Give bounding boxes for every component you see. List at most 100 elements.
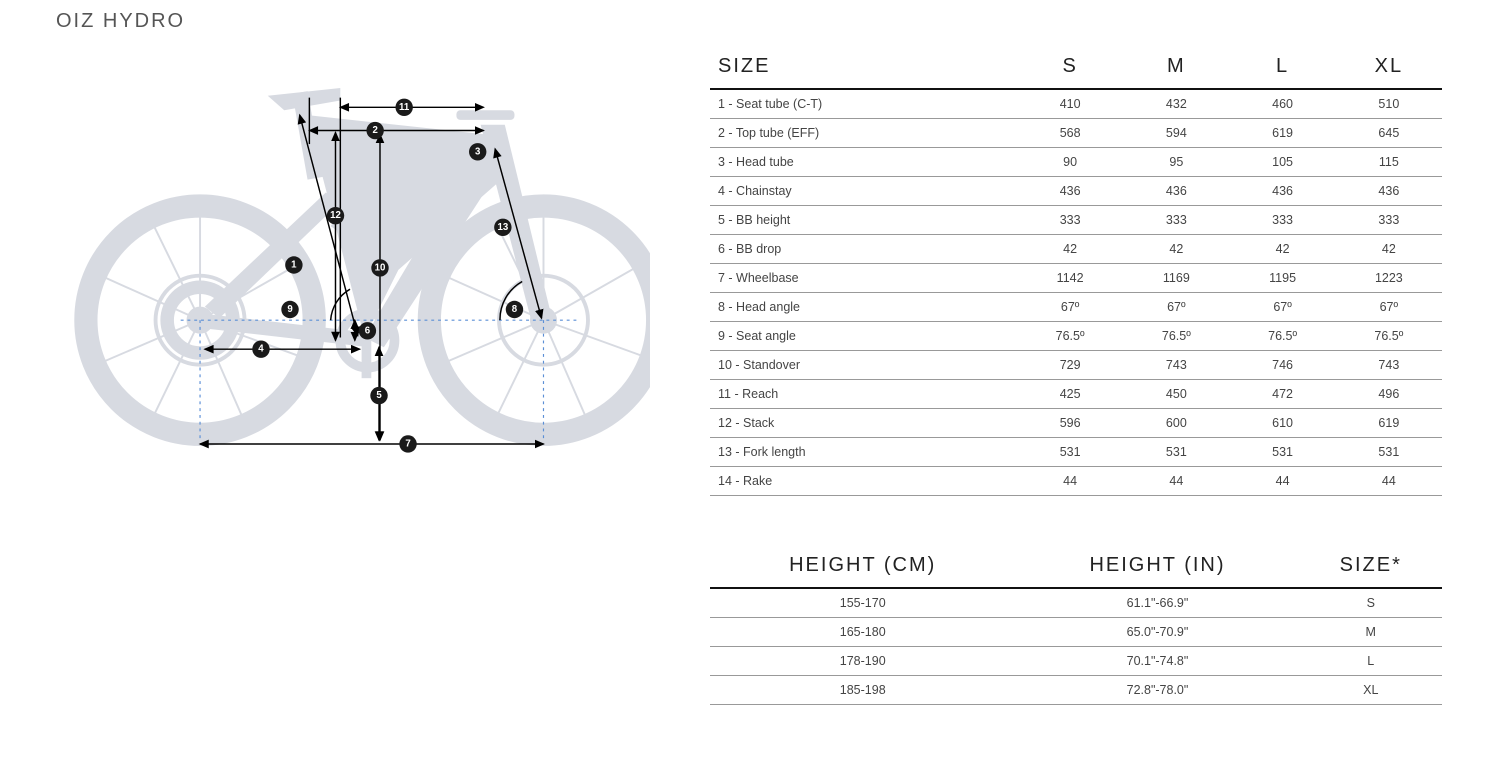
table-row: 3 - Head tube9095105115 xyxy=(710,148,1442,177)
table-row: 4 - Chainstay436436436436 xyxy=(710,177,1442,206)
geometry-cell: 425 xyxy=(1017,380,1123,409)
table-row: 185-19872.8"-78.0"XL xyxy=(710,676,1442,705)
geometry-cell: 115 xyxy=(1336,148,1442,177)
geometry-cell: 42 xyxy=(1336,235,1442,264)
geometry-row-label: 11 - Reach xyxy=(710,380,1017,409)
sizing-cell: 185-198 xyxy=(710,676,1015,705)
geometry-row-label: 12 - Stack xyxy=(710,409,1017,438)
geometry-cell: 436 xyxy=(1229,177,1335,206)
geometry-header-s: S xyxy=(1017,47,1123,89)
dimension-marker-label: 10 xyxy=(375,262,386,273)
bike-silhouette xyxy=(86,88,650,434)
geometry-row-label: 9 - Seat angle xyxy=(710,322,1017,351)
geometry-cell: 67º xyxy=(1336,293,1442,322)
dimension-marker-label: 5 xyxy=(376,390,382,401)
geometry-row-label: 6 - BB drop xyxy=(710,235,1017,264)
geometry-cell: 44 xyxy=(1017,467,1123,496)
geometry-cell: 1169 xyxy=(1123,264,1229,293)
geometry-cell: 496 xyxy=(1336,380,1442,409)
geometry-cell: 743 xyxy=(1336,351,1442,380)
table-row: 6 - BB drop42424242 xyxy=(710,235,1442,264)
dimension-marker-label: 9 xyxy=(287,304,293,315)
dimension-marker-label: 1 xyxy=(291,260,297,271)
geometry-cell: 531 xyxy=(1123,438,1229,467)
bike-svg: 12345678910111213 xyxy=(50,57,650,473)
geometry-cell: 1142 xyxy=(1017,264,1123,293)
geometry-row-label: 2 - Top tube (EFF) xyxy=(710,119,1017,148)
sizing-cell: S xyxy=(1300,588,1442,618)
sizing-cell: L xyxy=(1300,647,1442,676)
sizing-cell: XL xyxy=(1300,676,1442,705)
table-row: 2 - Top tube (EFF)568594619645 xyxy=(710,119,1442,148)
table-row: 10 - Standover729743746743 xyxy=(710,351,1442,380)
table-row: 11 - Reach425450472496 xyxy=(710,380,1442,409)
geometry-cell: 76.5º xyxy=(1123,322,1229,351)
dimension-marker-label: 2 xyxy=(372,125,377,136)
geometry-header-l: L xyxy=(1229,47,1335,89)
dimension-marker-label: 3 xyxy=(475,146,481,157)
sizing-cell: 61.1"-66.9" xyxy=(1015,588,1299,618)
geometry-header-size: SIZE xyxy=(710,47,1017,89)
sizing-table-header-row: HEIGHT (CM) HEIGHT (IN) SIZE* xyxy=(710,546,1442,588)
geometry-cell: 432 xyxy=(1123,89,1229,119)
geometry-cell: 44 xyxy=(1229,467,1335,496)
dimension-marker-label: 12 xyxy=(330,210,341,221)
geometry-cell: 42 xyxy=(1123,235,1229,264)
geometry-cell: 594 xyxy=(1123,119,1229,148)
geometry-cell: 1223 xyxy=(1336,264,1442,293)
geometry-cell: 90 xyxy=(1017,148,1123,177)
geometry-cell: 76.5º xyxy=(1229,322,1335,351)
geometry-cell: 619 xyxy=(1229,119,1335,148)
dimension-marker-label: 6 xyxy=(365,325,371,336)
geometry-table: SIZE S M L XL 1 - Seat tube (C-T)4104324… xyxy=(710,47,1442,496)
content-row: 12345678910111213 SIZE S M L XL 1 - Seat… xyxy=(50,47,1442,705)
geometry-cell: 1195 xyxy=(1229,264,1335,293)
sizing-header-in: HEIGHT (IN) xyxy=(1015,546,1299,588)
geometry-cell: 743 xyxy=(1123,351,1229,380)
geometry-cell: 450 xyxy=(1123,380,1229,409)
sizing-cell: M xyxy=(1300,618,1442,647)
geometry-cell: 531 xyxy=(1229,438,1335,467)
geometry-cell: 67º xyxy=(1123,293,1229,322)
geometry-row-label: 1 - Seat tube (C-T) xyxy=(710,89,1017,119)
table-row: 12 - Stack596600610619 xyxy=(710,409,1442,438)
geometry-cell: 610 xyxy=(1229,409,1335,438)
table-row: 7 - Wheelbase1142116911951223 xyxy=(710,264,1442,293)
geometry-cell: 568 xyxy=(1017,119,1123,148)
table-row: 14 - Rake44444444 xyxy=(710,467,1442,496)
geometry-cell: 510 xyxy=(1336,89,1442,119)
dimension-marker-label: 8 xyxy=(512,304,518,315)
table-row: 165-18065.0"-70.9"M xyxy=(710,618,1442,647)
table-row: 13 - Fork length531531531531 xyxy=(710,438,1442,467)
geometry-row-label: 3 - Head tube xyxy=(710,148,1017,177)
tables-column: SIZE S M L XL 1 - Seat tube (C-T)4104324… xyxy=(710,47,1442,705)
table-row: 178-19070.1"-74.8"L xyxy=(710,647,1442,676)
table-row: 1 - Seat tube (C-T)410432460510 xyxy=(710,89,1442,119)
geometry-cell: 44 xyxy=(1123,467,1229,496)
geometry-row-label: 10 - Standover xyxy=(710,351,1017,380)
geometry-row-label: 7 - Wheelbase xyxy=(710,264,1017,293)
sizing-cell: 72.8"-78.0" xyxy=(1015,676,1299,705)
geometry-cell: 729 xyxy=(1017,351,1123,380)
geometry-cell: 596 xyxy=(1017,409,1123,438)
dimension-marker-label: 7 xyxy=(405,438,410,449)
geometry-row-label: 5 - BB height xyxy=(710,206,1017,235)
geometry-diagram: 12345678910111213 xyxy=(50,57,650,478)
geometry-cell: 67º xyxy=(1017,293,1123,322)
sizing-header-size: SIZE* xyxy=(1300,546,1442,588)
dimension-marker-label: 11 xyxy=(399,102,410,113)
geometry-cell: 531 xyxy=(1336,438,1442,467)
geometry-cell: 42 xyxy=(1229,235,1335,264)
geometry-cell: 76.5º xyxy=(1336,322,1442,351)
geometry-row-label: 8 - Head angle xyxy=(710,293,1017,322)
sizing-cell: 155-170 xyxy=(710,588,1015,618)
dimension-marker-label: 13 xyxy=(497,222,508,233)
geometry-cell: 746 xyxy=(1229,351,1335,380)
geometry-row-label: 4 - Chainstay xyxy=(710,177,1017,206)
geometry-cell: 67º xyxy=(1229,293,1335,322)
geometry-row-label: 13 - Fork length xyxy=(710,438,1017,467)
sizing-cell: 178-190 xyxy=(710,647,1015,676)
geometry-cell: 410 xyxy=(1017,89,1123,119)
geometry-cell: 333 xyxy=(1017,206,1123,235)
geometry-cell: 600 xyxy=(1123,409,1229,438)
